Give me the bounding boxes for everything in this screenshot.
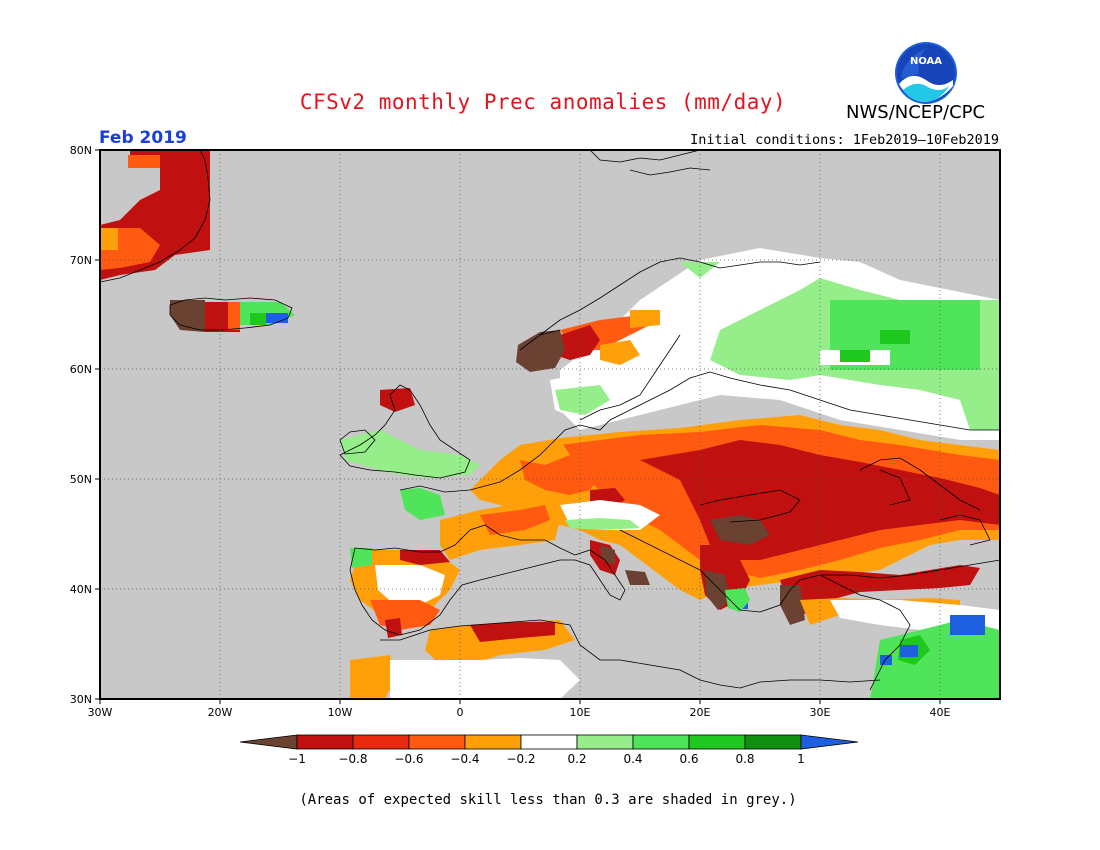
dry-sweden <box>600 340 640 365</box>
very-strong-dry-balkans <box>710 515 770 545</box>
white-iberia <box>375 565 445 605</box>
wet-uk <box>340 430 480 478</box>
svg-text:NOAA: NOAA <box>910 56 942 67</box>
colorbar-swatch <box>352 734 410 750</box>
dry-iberia-north <box>400 550 450 565</box>
colorbar-swatch <box>520 734 578 750</box>
very-strong-dry-south-italy <box>625 570 650 585</box>
lon-label-30e: 30E <box>810 706 831 719</box>
strong-wet-levant <box>950 615 985 635</box>
forecast-period: Feb 2019 <box>99 128 187 148</box>
dry-france-germany <box>520 455 600 495</box>
lat-label-70n: 70N <box>70 254 92 267</box>
lat-label-80n: 80N <box>70 144 92 157</box>
colorbar-swatch <box>576 734 634 750</box>
strong-wet-levant-3 <box>880 655 892 665</box>
lat-label-40n: 40N <box>70 583 92 596</box>
initial-conditions: Initial conditions: 1Feb2019–10Feb2019 <box>690 132 999 148</box>
map-title: CFSv2 monthly Prec anomalies (mm/day) <box>299 90 787 114</box>
lon-label-10w: 10W <box>328 706 353 719</box>
lon-label-0: 0 <box>457 706 464 719</box>
wet-russia-darker <box>880 330 910 344</box>
lat-label-50n: 50N <box>70 473 92 486</box>
very-wet-iceland <box>250 313 266 325</box>
colorbar-label: 0.8 <box>735 752 754 766</box>
wet-brittany <box>400 488 445 520</box>
colorbar: −1 −0.8 −0.6 −0.4 −0.2 0.2 0.4 0.6 0.8 1 <box>239 734 859 766</box>
lat-label-60n: 60N <box>70 363 92 376</box>
colorbar-label: −0.6 <box>394 752 423 766</box>
colorbar-label: −0.2 <box>506 752 535 766</box>
lon-label-10e: 10E <box>570 706 591 719</box>
colorbar-arrow-low <box>239 734 298 750</box>
anomaly-field <box>100 150 1000 699</box>
lon-label-30w: 30W <box>88 706 113 719</box>
agency-label: NWS/NCEP/CPC <box>846 102 986 123</box>
very-strong-dry-western-norway <box>516 330 565 372</box>
noaa-logo: NOAA <box>895 42 957 104</box>
very-strong-dry-western-balkans <box>705 570 730 610</box>
colorbar-label: 0.6 <box>679 752 698 766</box>
strong-dry-gibraltar <box>385 618 402 638</box>
strong-dry-algeria <box>470 622 555 642</box>
coastlines <box>100 150 1000 691</box>
dry-france-south <box>480 505 550 535</box>
lon-label-20w: 20W <box>208 706 233 719</box>
wet-italy-north <box>565 518 640 530</box>
svalbard-islands <box>589 150 711 176</box>
colorbar-label: −1 <box>288 752 306 766</box>
colorbar-label: 0.4 <box>623 752 642 766</box>
dry-iceland-mid <box>228 302 240 330</box>
colorbar-swatch <box>744 734 802 750</box>
colorbar-swatch <box>632 734 690 750</box>
wet-aegean <box>725 588 750 612</box>
strong-wet-iceland <box>266 313 288 323</box>
dry-norway-coast <box>630 310 660 328</box>
lon-ticks <box>99 699 941 704</box>
wet-galicia <box>350 548 372 568</box>
colorbar-swatch <box>464 734 522 750</box>
wet-baltic <box>555 385 610 415</box>
greenland-masked <box>100 150 160 225</box>
strong-dry-norway <box>555 325 600 360</box>
strong-dry-turkey <box>780 565 980 615</box>
colorbar-label: 1 <box>797 752 805 766</box>
colorbar-swatch <box>408 734 466 750</box>
dry-scotland <box>380 388 415 412</box>
colorbar-label: −0.4 <box>450 752 479 766</box>
dry-morocco <box>350 655 395 699</box>
wet-russia-darker-2 <box>840 350 870 362</box>
lon-label-40e: 40E <box>930 706 951 719</box>
colorbar-swatch <box>296 734 354 750</box>
dry-denmark <box>520 440 570 465</box>
map-frame <box>99 149 1001 700</box>
strong-wet-levant-2 <box>900 645 918 657</box>
colorbar-label: −0.8 <box>338 752 367 766</box>
skill-footnote: (Areas of expected skill less than 0.3 a… <box>299 792 797 808</box>
colorbar-swatch <box>688 734 746 750</box>
lon-label-20e: 20E <box>690 706 711 719</box>
very-strong-dry-italy <box>600 545 615 565</box>
colorbar-arrow-high <box>800 734 859 750</box>
lat-ticks <box>95 149 100 700</box>
lat-label-30n: 30N <box>70 693 92 706</box>
colorbar-label: 0.2 <box>567 752 586 766</box>
white-sahara <box>390 658 580 699</box>
greenland-dry-top <box>128 155 160 168</box>
greenland-dry-lighter <box>100 228 118 250</box>
